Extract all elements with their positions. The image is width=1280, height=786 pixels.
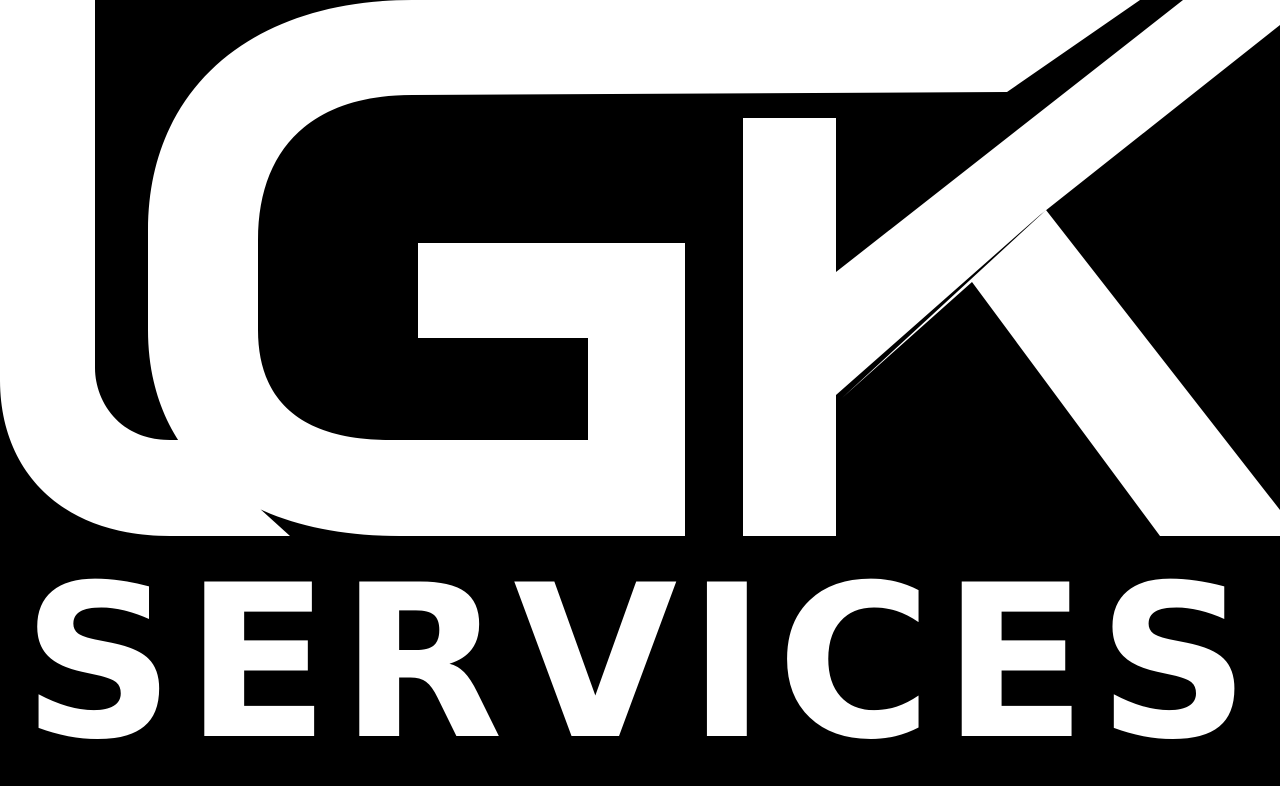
lgk-monogram — [0, 0, 1280, 536]
wordmark-letter-e-7: E — [942, 539, 1088, 786]
monogram-g-shape — [148, 0, 1140, 536]
wordmark-letter-i-5: I — [687, 539, 767, 786]
wordmark-letter-v-4: V — [513, 539, 678, 786]
wordmark-letter-c-6: C — [776, 539, 933, 786]
wordmark-letter-s-8: S — [1097, 539, 1250, 786]
wordmark-letter-r-3: R — [339, 539, 504, 786]
monogram-k-upper-arm — [836, 0, 1280, 395]
monogram-k-lower-leg — [842, 210, 1280, 536]
lgk-services-logo — [0, 0, 1280, 536]
wordmark-letter-s-1: S — [22, 539, 175, 786]
monogram-k-stem — [743, 118, 836, 536]
monogram-l-shape — [0, 0, 290, 536]
wordmark-letter-e-2: E — [184, 539, 330, 786]
